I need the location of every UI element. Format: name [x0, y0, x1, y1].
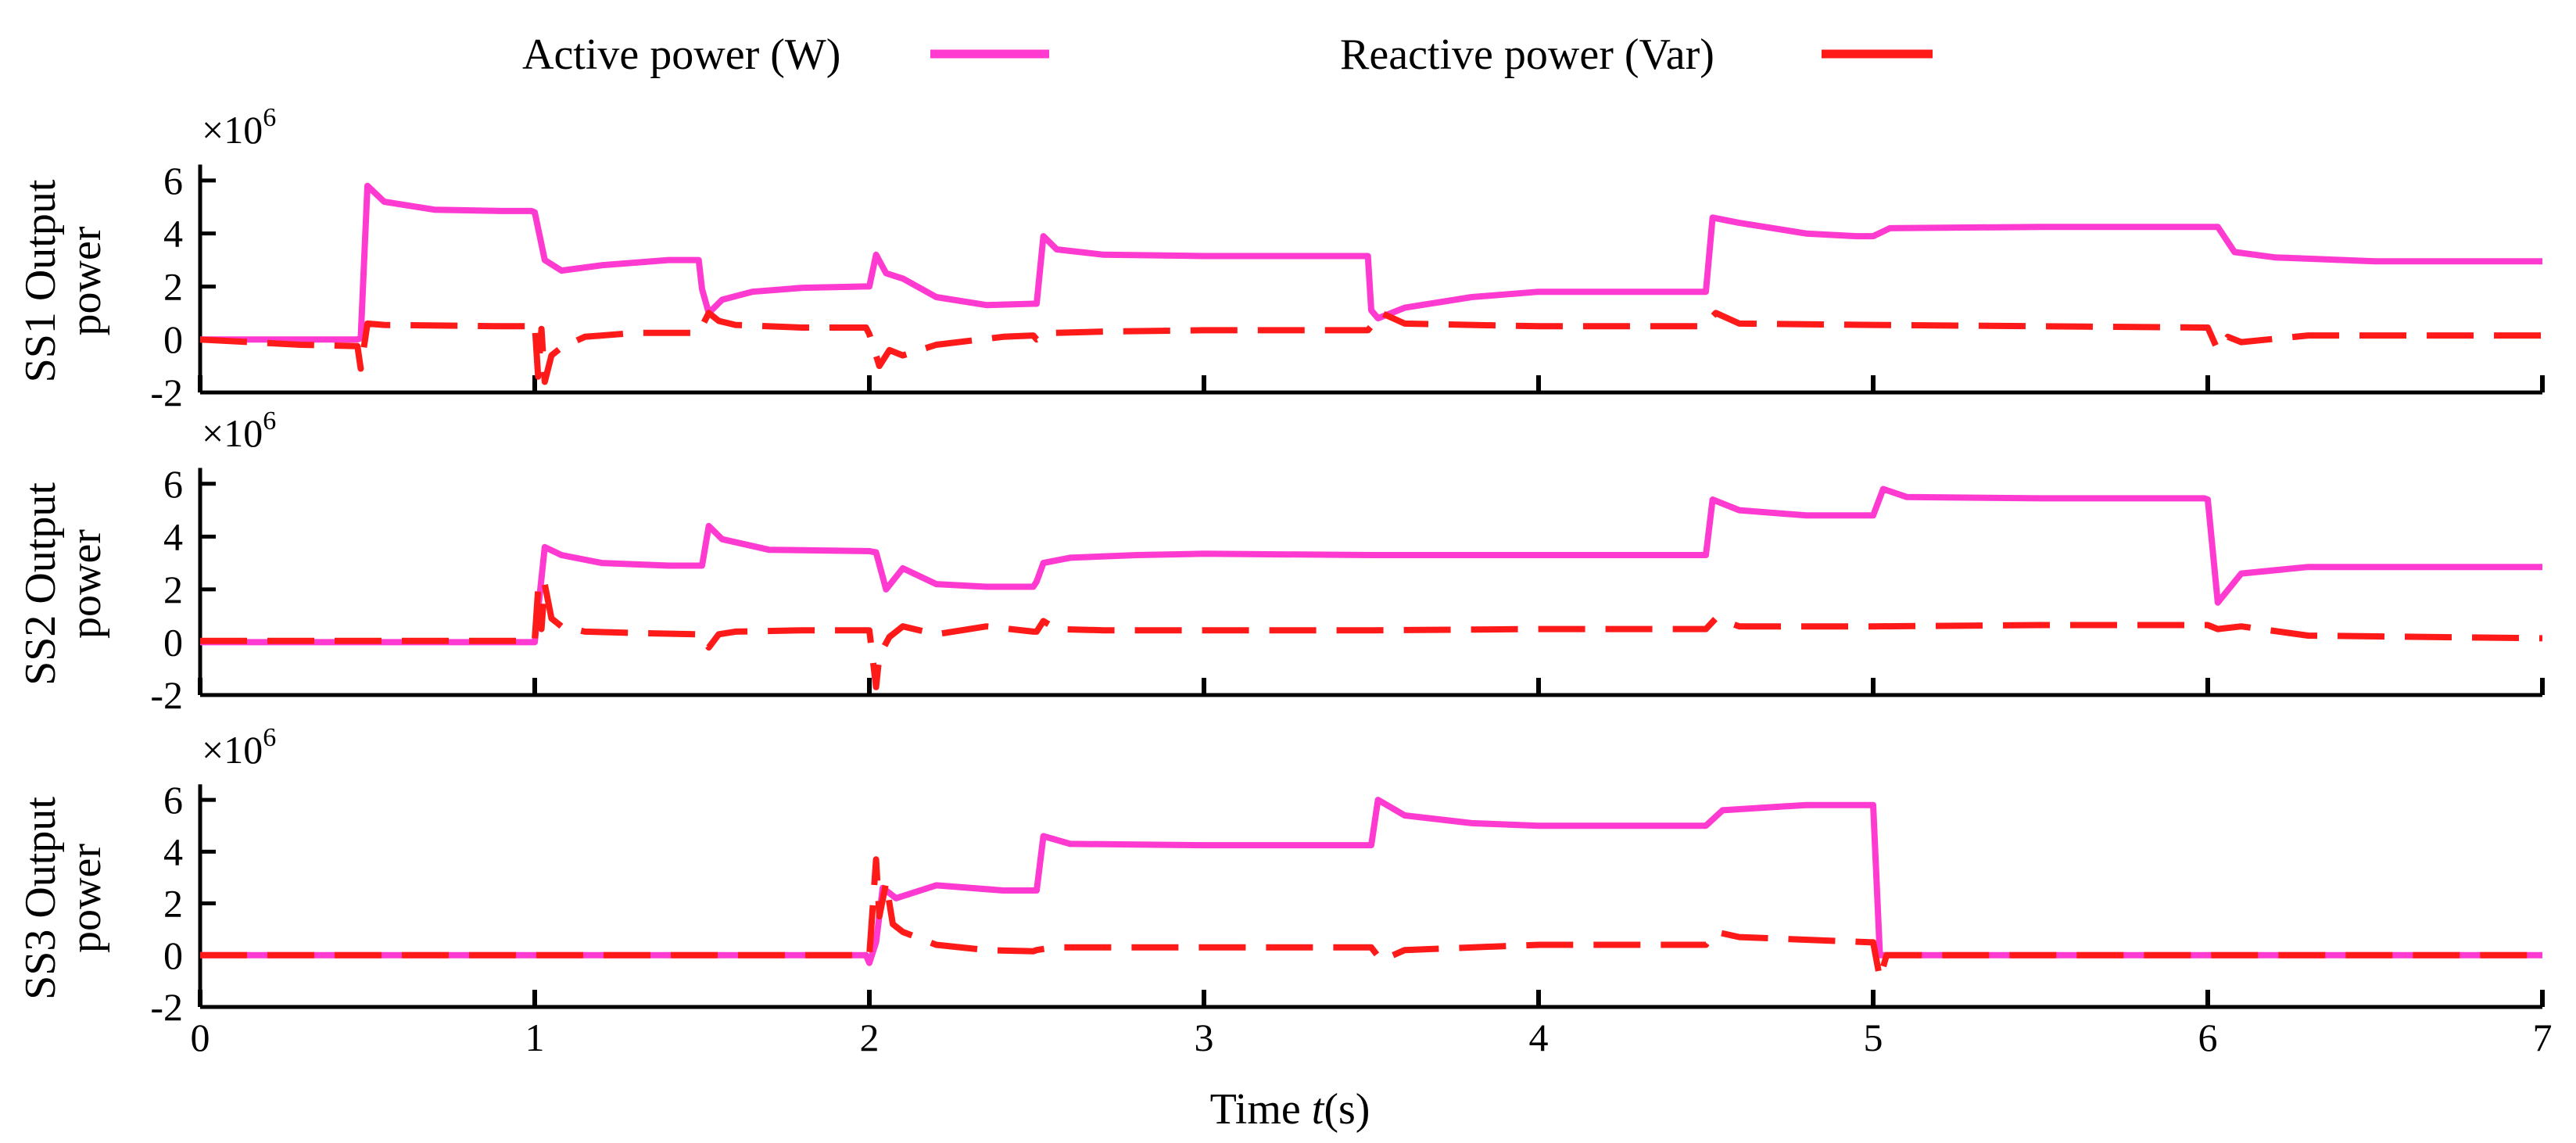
- y-tick-label: 4: [163, 514, 183, 558]
- x-axis-title: Time t(s): [1210, 1085, 1370, 1134]
- y-tick-label: 0: [163, 933, 183, 977]
- y-multiplier: ×106: [202, 103, 276, 152]
- reactive-power-line-2: [200, 581, 2543, 690]
- panel-1: 6 4 2 0 -2 ×106 SS1 Outputpower: [16, 103, 2545, 414]
- legend-reactive-label: Reactive power (Var): [1340, 30, 1714, 79]
- panel-2: 6 4 2 0 -2 ×106 SS2 Outputpower: [16, 407, 2545, 717]
- y-tick-label: -2: [150, 985, 183, 1029]
- y-axis-title: SS3 Outputpower: [16, 797, 110, 1000]
- y-axis-title: SS1 Outputpower: [16, 179, 110, 382]
- y-tick-label: 2: [163, 264, 183, 308]
- panel-3: 6 4 2 0 -2 ×106 SS3 Outputpower: [16, 723, 2545, 1029]
- active-power-line-3: [200, 797, 2542, 966]
- panels: 6 4 2 0 -2 ×106 SS1 Outputpower 6 4 2 0 -2 ×106 SS2 O…: [16, 103, 2545, 1029]
- y-tick-label: 0: [163, 317, 183, 361]
- x-tick-label: 4: [1529, 1016, 1549, 1059]
- x-tick-label: 2: [860, 1016, 880, 1059]
- y-tick-label: 4: [163, 829, 183, 873]
- y-tick-label: 0: [163, 620, 183, 664]
- reactive-power-line-3: [200, 856, 2542, 982]
- y-multiplier: ×106: [202, 723, 276, 772]
- y-multiplier: ×106: [202, 407, 276, 455]
- active-power-line-2: [200, 486, 2542, 646]
- x-tick-label: 6: [2198, 1016, 2218, 1059]
- x-tick-label: 0: [191, 1016, 210, 1059]
- x-tick-label: 1: [525, 1016, 545, 1059]
- x-tick-label: 5: [1864, 1016, 1883, 1059]
- x-tick-label: 7: [2533, 1016, 2553, 1059]
- legend-active-label: Active power (W): [522, 30, 840, 79]
- y-tick-label: 2: [163, 568, 183, 611]
- y-axis-title: SS2 Outputpower: [16, 482, 110, 686]
- y-tick-label: 6: [163, 159, 183, 202]
- x-tick-labels: 0 1 2 3 4 5 6 7: [191, 1016, 2553, 1059]
- y-tick-label: -2: [150, 371, 183, 414]
- y-tick-label: -2: [150, 673, 183, 717]
- y-tick-label: 4: [163, 212, 183, 256]
- reactive-power-line-1: [199, 310, 2542, 385]
- y-tick-label: 2: [163, 882, 183, 926]
- active-power-line-1: [200, 182, 2542, 343]
- legend: Active power (W) Reactive power (Var): [522, 30, 1933, 79]
- y-tick-label: 6: [163, 778, 183, 822]
- x-tick-label: 3: [1195, 1016, 1214, 1059]
- y-tick-label: 6: [163, 462, 183, 506]
